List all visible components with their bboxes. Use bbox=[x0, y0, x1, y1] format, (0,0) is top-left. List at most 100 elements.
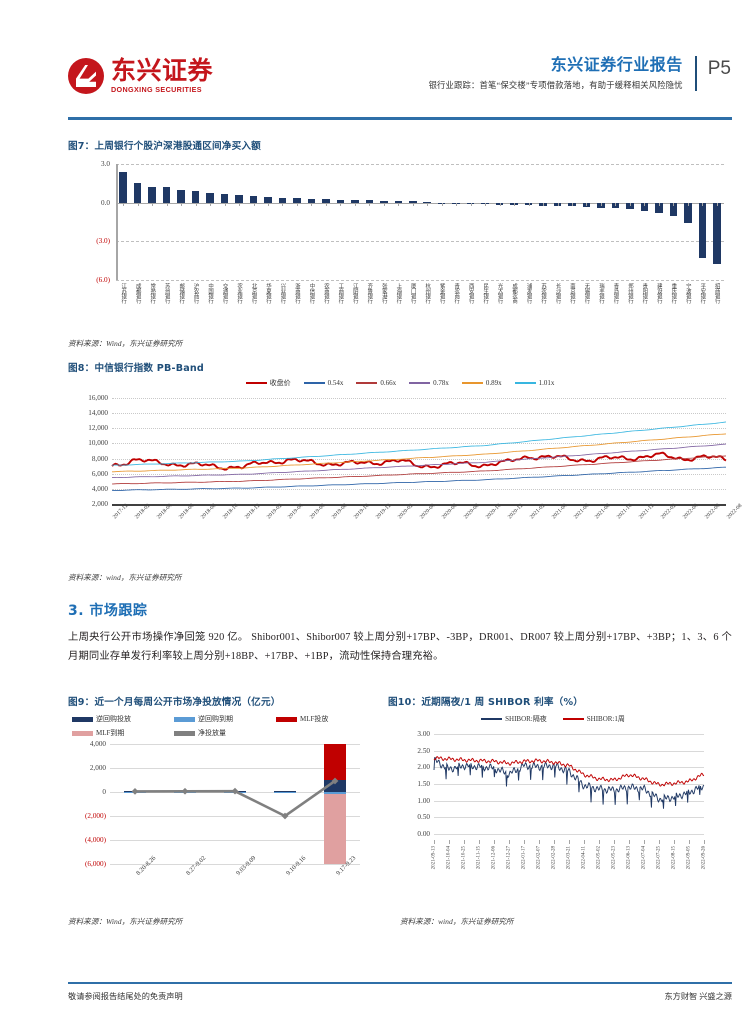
legend-item: 0.66x bbox=[356, 379, 396, 387]
legend-swatch bbox=[174, 716, 195, 722]
x-axis-tick bbox=[239, 202, 241, 206]
data-point-marker bbox=[231, 787, 239, 795]
x-axis-tick bbox=[268, 202, 269, 206]
y-axis-line bbox=[116, 164, 118, 280]
x-axis-tick bbox=[528, 202, 530, 206]
figure10-legend: SHIBOR:隔夜 SHIBOR:1周 bbox=[388, 714, 718, 724]
x-axis-tick bbox=[673, 202, 675, 206]
x-axis-tick bbox=[494, 840, 495, 844]
legend-label: SHIBOR:隔夜 bbox=[505, 715, 547, 723]
x-axis-tick-label: 2022-02-28 bbox=[551, 846, 557, 870]
bar bbox=[274, 792, 296, 794]
x-axis-tick bbox=[166, 202, 168, 206]
gridline bbox=[112, 443, 726, 445]
series-line bbox=[111, 421, 727, 466]
x-axis-tick bbox=[340, 202, 342, 206]
x-axis-tick bbox=[210, 202, 212, 206]
bar bbox=[510, 202, 518, 206]
x-axis-tick bbox=[600, 202, 602, 206]
bar bbox=[582, 202, 591, 208]
x-axis-tick-label: 宁波银行 bbox=[684, 283, 691, 303]
x-axis-tick bbox=[123, 202, 125, 206]
bar bbox=[394, 201, 403, 203]
x-axis-tick bbox=[572, 202, 573, 206]
legend-swatch bbox=[514, 382, 536, 384]
bar bbox=[553, 202, 562, 206]
bar bbox=[655, 202, 663, 213]
y-axis-tick-label: 0.0 bbox=[101, 198, 110, 207]
x-axis-tick bbox=[464, 840, 465, 844]
x-axis-tick-label: 厦门银行 bbox=[409, 283, 416, 303]
header-divider bbox=[68, 117, 732, 120]
y-axis-tick-label: (3.0) bbox=[96, 237, 110, 246]
figure8-chart: 16,000 14,000 12,000 10,000 8,000 6,000 4,000 2… bbox=[68, 394, 732, 514]
x-axis-tick bbox=[369, 202, 371, 206]
figure10-chart: 3.00 2.50 2.00 1.50 1.00 0.50 0.00 bbox=[400, 730, 710, 840]
x-axis-tick bbox=[524, 840, 525, 844]
y-axis-tick-label: 1.50 bbox=[417, 780, 430, 788]
gridline bbox=[112, 458, 726, 460]
x-axis-tick-label: 长沙银行 bbox=[554, 283, 561, 303]
report-title: 东兴证券行业报告 bbox=[550, 55, 683, 74]
bar bbox=[206, 192, 214, 203]
y-axis-tick-label: 4,000 bbox=[89, 740, 106, 748]
y-axis-tick-label: 0.50 bbox=[417, 813, 430, 822]
figure8-source: 资料来源：wind，东兴证券研究所 bbox=[68, 573, 182, 582]
x-axis-tick-label: 苏农银行 bbox=[540, 283, 547, 303]
x-axis-tick bbox=[689, 840, 690, 844]
x-axis-tick-label: 华夏银行 bbox=[265, 283, 271, 303]
legend-swatch bbox=[245, 381, 267, 385]
x-axis-tick-label: 重庆银行 bbox=[670, 283, 677, 303]
x-axis-tick-label: 建设银行 bbox=[655, 283, 662, 303]
bar bbox=[640, 202, 649, 211]
series-line bbox=[433, 757, 705, 809]
x-axis-tick-label: 邮储银行 bbox=[178, 283, 185, 303]
legend-item: 0.78x bbox=[409, 379, 449, 387]
legend-item: 收盘价 bbox=[245, 378, 291, 388]
x-axis-tick-label: 交通银行 bbox=[221, 283, 228, 303]
logo-text: 东兴证券 DONGXING SECURITIES bbox=[111, 58, 213, 93]
x-axis-tick-label: 光大银行 bbox=[496, 283, 503, 303]
figure7-chart: 3.0 0.0 (3.0) (6.0) 江苏银行 成都银行 常熟银行 苏州银行 邮储银行 沪农商行… bbox=[68, 158, 732, 338]
x-axis-tick-label: 2022-01-17 bbox=[521, 846, 527, 870]
figure8-x-axis-labels: 2017-12 2018-02 2018-04 2018-06 2018-08 2018-… bbox=[68, 503, 743, 564]
x-axis-tick bbox=[629, 202, 631, 206]
legend-label: 净投放量 bbox=[198, 729, 226, 737]
legend-label: 0.89x bbox=[485, 379, 502, 387]
x-axis-tick bbox=[195, 202, 197, 206]
bar bbox=[684, 202, 692, 224]
x-axis-tick-label: 常熟银行 bbox=[149, 283, 156, 303]
legend-label: 1.01x bbox=[538, 379, 555, 387]
x-axis-tick-label: 齐鲁银行 bbox=[366, 283, 373, 303]
x-axis-tick bbox=[296, 202, 298, 206]
x-axis-tick-label: 江苏银行 bbox=[120, 283, 127, 303]
bar bbox=[669, 202, 678, 217]
bar bbox=[626, 202, 634, 210]
y-axis-tick-label: (6,000) bbox=[85, 860, 106, 868]
bar bbox=[220, 193, 229, 203]
gridline bbox=[434, 800, 704, 802]
zero-axis-line bbox=[116, 202, 724, 204]
figure10-title: 图10：近期隔夜/1 周 SHIBOR 利率（%） bbox=[388, 697, 584, 708]
x-axis-tick-label: 兴业银行 bbox=[279, 283, 286, 303]
x-axis-tick bbox=[584, 840, 585, 844]
x-axis-tick bbox=[383, 202, 385, 206]
x-axis-tick bbox=[599, 840, 600, 844]
data-point-marker bbox=[331, 777, 339, 785]
figure9-source: 资料来源：Wind，东兴证券研究所 bbox=[68, 917, 183, 926]
legend-item: 0.54x bbox=[303, 379, 343, 387]
series-line bbox=[111, 433, 727, 473]
logo-chinese-name: 东兴证券 bbox=[111, 56, 214, 86]
x-axis-tick bbox=[282, 202, 284, 206]
x-axis-tick bbox=[509, 840, 510, 844]
bar bbox=[423, 201, 431, 203]
x-axis-tick-label: 贵阳银行 bbox=[641, 283, 648, 303]
gridline bbox=[116, 164, 724, 165]
bar bbox=[539, 202, 547, 206]
x-axis-tick-label: 2022-06-13 bbox=[626, 846, 632, 870]
x-axis-tick-label: 工商银行 bbox=[337, 283, 344, 303]
y-axis-tick-label: 3.00 bbox=[417, 730, 430, 738]
bar bbox=[119, 172, 127, 203]
bar bbox=[148, 186, 156, 203]
